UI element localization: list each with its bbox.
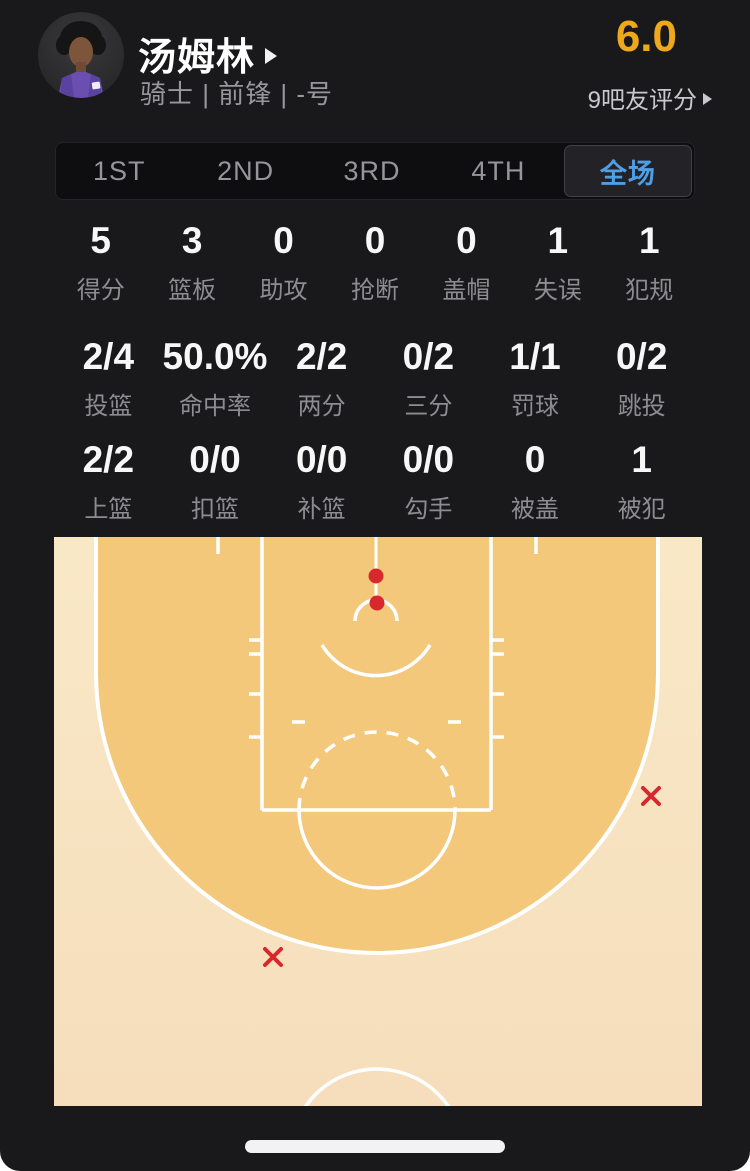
stat-points: 5 得分 [55,221,146,305]
stat-assists: 0 助攻 [238,221,329,305]
stat-label: 被犯 [617,496,666,523]
stat-label: 失误 [533,277,582,304]
shot-chart-court [54,537,702,1106]
free-throw-circle-solid [297,809,457,890]
rating-score: 6.0 [615,12,677,61]
stat-dunks: 0/0 扣篮 [162,440,269,524]
stat-hook-shots: 0/0 勾手 [375,440,482,524]
inside-arc-area [96,537,658,953]
stat-label: 篮板 [168,277,217,304]
stat-label: 罚球 [511,393,560,420]
stats-row-shot-types: 2/2 上篮 0/0 扣篮 0/0 补篮 0/0 勾手 0 被盖 1 被犯 [55,440,695,524]
tab-4th[interactable]: 4TH [471,155,526,186]
stat-label: 犯规 [625,277,674,304]
quarter-tab-bar: 1ST 2ND 3RD 4TH 全场 [55,142,695,200]
stat-field-goals: 2/4 投篮 [55,337,162,421]
stat-label: 抢断 [350,277,399,304]
restricted-area-arc [320,644,432,678]
stat-jump-shots: 0/2 跳投 [588,337,695,421]
stat-value: 0/2 [402,336,455,377]
baseline-ticks [216,537,538,554]
stat-value: 0 [364,220,386,261]
tab-2nd[interactable]: 2ND [217,155,275,186]
stat-label: 投篮 [84,393,133,420]
stat-three-pointers: 0/2 三分 [375,337,482,421]
stat-label: 勾手 [404,496,453,523]
stat-value: 0/2 [615,336,668,377]
stat-label: 盖帽 [442,277,491,304]
stats-row-shooting: 2/4 投篮 50.0% 命中率 2/2 两分 0/2 三分 1/1 罚球 0/… [55,337,695,421]
stat-value: 0 [456,220,477,261]
disclosure-arrow-icon [703,92,712,105]
made-shot-marker [368,568,384,584]
disclosure-arrow-icon [265,47,278,64]
stat-label: 两分 [297,393,346,420]
player-name-row[interactable]: 汤姆林 [138,26,278,81]
home-indicator[interactable] [245,1140,505,1153]
stat-value: 0 [524,439,546,480]
tab-full-game[interactable]: 全场 [563,145,693,197]
stat-value: 1/1 [509,336,561,377]
stat-steals: 0 抢断 [329,221,420,305]
stat-value: 0 [273,220,294,261]
stat-free-throws: 1/1 罚球 [482,337,589,421]
stat-label: 扣篮 [191,496,239,523]
stat-fg-percentage: 50.0% 命中率 [162,337,269,421]
stat-value: 1 [631,439,652,480]
stat-label: 助攻 [259,277,308,304]
player-avatar[interactable] [38,12,124,98]
stats-row-basic: 5 得分 3 篮板 0 助攻 0 抢断 0 盖帽 1 失误 1 犯规 [55,221,695,305]
stat-value: 5 [90,220,111,261]
stat-value: 2/4 [82,336,135,377]
stat-value: 2/2 [295,336,348,377]
stat-label: 被盖 [511,496,560,523]
stat-fouls-drawn: 1 被犯 [588,440,695,524]
stat-label: 跳投 [617,393,666,420]
stat-turnovers: 1 失误 [512,221,603,305]
stat-tip-ins: 0/0 补篮 [268,440,375,524]
stat-value: 1 [547,220,569,261]
stat-label: 命中率 [179,393,251,420]
free-throw-circle-dashed [297,730,457,811]
stat-value: 50.0% [162,336,268,377]
stat-rebounds: 3 篮板 [146,221,237,305]
stat-blocks: 0 盖帽 [421,221,512,305]
stat-value: 0/0 [402,439,455,480]
stat-value: 0/0 [189,439,241,480]
stat-shots-blocked: 0 被盖 [482,440,589,524]
player-name: 汤姆林 [138,37,256,79]
stat-label: 三分 [404,393,453,420]
stat-value: 1 [638,220,660,261]
team-position-number: 骑士 | 前锋 | -号 [140,79,334,109]
stat-value: 3 [181,220,203,261]
stat-two-pointers: 2/2 两分 [268,337,375,421]
made-shot-marker [369,595,385,611]
stat-label: 上篮 [84,496,133,523]
player-photo [38,12,124,98]
missed-shot-marker [263,947,283,967]
shot-markers [263,568,661,967]
center-circle [303,1067,451,1106]
stat-layups: 2/2 上篮 [55,440,162,524]
rating-caption: 9吧友评分 [587,87,697,114]
stat-value: 0/0 [295,439,348,480]
stat-value: 2/2 [82,439,135,480]
three-point-line [94,537,660,955]
tab-3rd[interactable]: 3RD [343,155,401,186]
missed-shot-marker [641,786,661,806]
rating-caption-row[interactable]: 9吧友评分 [588,80,712,115]
stat-fouls: 1 犯规 [604,221,695,305]
tab-1st[interactable]: 1ST [92,155,146,186]
lane-hash-marks [249,638,504,739]
stat-label: 得分 [76,277,125,304]
stat-label: 补篮 [297,496,346,523]
